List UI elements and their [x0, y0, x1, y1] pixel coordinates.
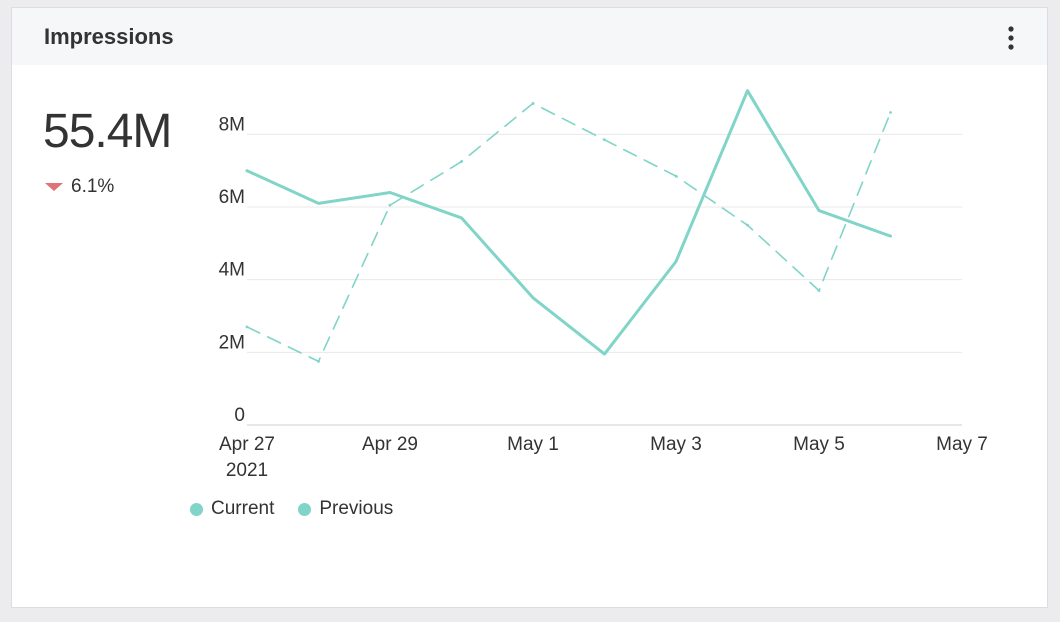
arrow-down-icon [45, 183, 63, 191]
data-point-previous [817, 289, 821, 292]
kpi-change-value: 6.1% [71, 176, 115, 197]
legend-label-current: Current [211, 498, 275, 519]
kpi-change: 6.1% [45, 176, 114, 198]
data-point-previous [889, 111, 892, 114]
chart-legend: Current Previous [190, 498, 393, 520]
x-tick-label: May 7 [936, 434, 988, 455]
data-point-previous [746, 223, 749, 227]
legend-item-current[interactable]: Current [190, 498, 274, 520]
x-tick-label: Apr 27 [219, 434, 275, 455]
x-tick-sublabel: 2021 [226, 460, 268, 481]
legend-dot-previous [298, 502, 312, 516]
x-tick-label: Apr 29 [362, 434, 418, 455]
x-tick-label: May 3 [650, 434, 702, 455]
legend-item-previous[interactable]: Previous [298, 498, 393, 520]
data-point-previous [317, 360, 320, 363]
y-tick-label: 4M [219, 260, 245, 281]
y-tick-label: 2M [219, 332, 245, 353]
y-tick-label: 0 [234, 405, 245, 426]
y-tick-label: 8M [219, 114, 245, 135]
data-point-previous [388, 203, 392, 207]
x-tick-label: May 5 [793, 434, 845, 455]
data-point-previous [460, 160, 463, 163]
more-vertical-icon[interactable] [1003, 24, 1019, 52]
card-title: Impressions [44, 24, 174, 49]
data-point-previous [674, 174, 678, 178]
line-chart: 0 2M 4M 6M 8M Apr 27 2021 Apr 29 May 1 May 3 May 5… [219, 89, 988, 481]
data-point-previous [603, 138, 606, 142]
y-tick-label: 6M [219, 187, 245, 208]
series-line-previous [246, 102, 892, 363]
x-tick-label: May 1 [507, 434, 559, 455]
impressions-card: Impressions 55.4M 6.1% 0 2M 4M 6M 8M Apr 27 20… [11, 7, 1048, 608]
legend-label-previous: Previous [319, 498, 394, 519]
series-line-current [245, 89, 892, 356]
kebab-dots [1008, 26, 1014, 50]
data-point-previous [245, 325, 249, 329]
legend-dot-current [190, 502, 203, 516]
data-point-previous [531, 102, 535, 105]
kpi-value: 55.4M [43, 105, 172, 158]
card-header: Impressions [12, 8, 1047, 65]
